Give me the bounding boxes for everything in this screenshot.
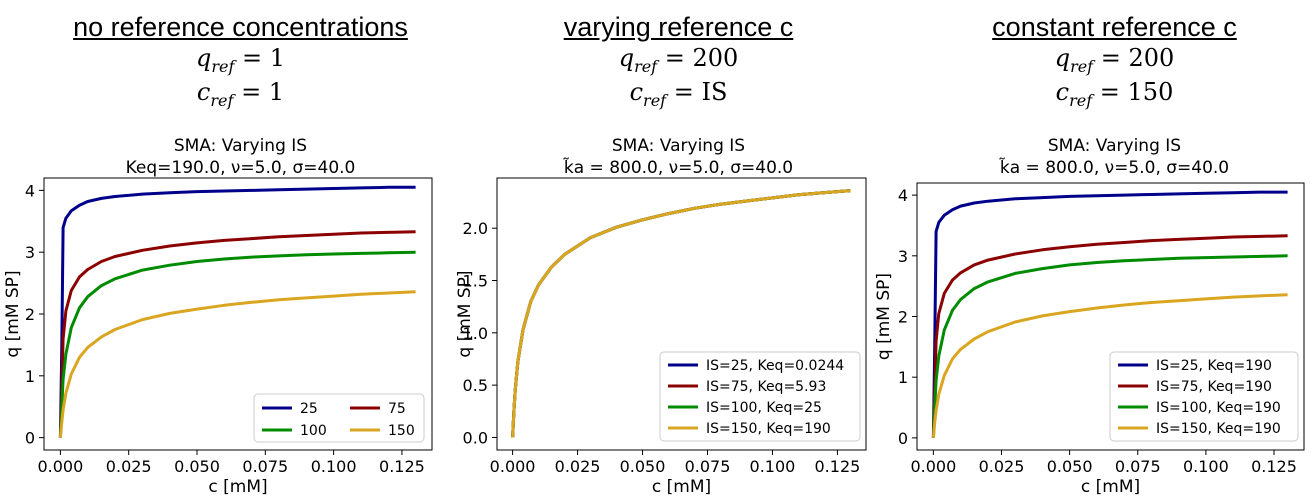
series-line-3 — [58, 250, 416, 438]
x-tick-label: 0.025 — [106, 457, 152, 476]
c-ref-formula: cref = 1 — [196, 78, 285, 110]
x-tick-label: 0.075 — [242, 457, 288, 476]
chart-title: SMA: Varying IS — [173, 136, 308, 156]
legend-label: 150 — [388, 423, 415, 439]
q-ref-formula: qref = 200 — [618, 44, 739, 76]
x-axis-label: c [mM] — [208, 477, 267, 497]
series-line-3 — [931, 254, 1288, 438]
chart-subtitle: k̃a = 800.0, ν=5.0, σ=40.0 — [563, 158, 794, 178]
plot-frame — [43, 177, 433, 451]
y-tick-label: 0.0 — [463, 428, 488, 447]
y-tick-label: 0 — [25, 429, 35, 448]
series-line-1 — [931, 190, 1288, 438]
y-tick-label: 2.0 — [463, 219, 488, 238]
q-ref-formula: qref = 1 — [195, 44, 286, 76]
panel-heading: no reference concentrations — [73, 12, 408, 42]
x-tick-label: 0.125 — [1251, 457, 1297, 476]
y-tick-label: 1 — [898, 368, 908, 387]
chart-title: SMA: Varying IS — [1047, 136, 1182, 156]
series-line-2 — [58, 230, 416, 438]
legend-label: IS=100, Keq=190 — [1156, 400, 1281, 416]
legend-box — [1109, 351, 1299, 442]
y-tick-label: 3 — [25, 243, 35, 262]
y-tick-label: 1.0 — [463, 324, 488, 343]
y-axis-label: q [mM SP] — [3, 270, 23, 357]
chart-title: SMA: Varying IS — [611, 136, 746, 156]
x-tick-label: 0.025 — [979, 457, 1025, 476]
y-tick-label: 2 — [898, 308, 908, 327]
y-tick-label: 0.5 — [463, 376, 488, 395]
x-axis-label: c [mM] — [652, 477, 711, 497]
x-axis-label: c [mM] — [1081, 477, 1140, 497]
chart-2: 0.000 0.025 0.050 0.075 0.100 0.125 0.0 0.5 1.0 1… — [455, 177, 867, 497]
panel-varying-reference: varying reference c qref = 200 cref = IS… — [460, 0, 897, 502]
y-tick-label: 1 — [25, 367, 35, 386]
legend-label: IS=25, Keq=0.0244 — [706, 358, 844, 374]
legend-label: 25 — [300, 401, 318, 417]
series-line-4 — [931, 293, 1288, 439]
y-tick-label: 2 — [25, 305, 35, 324]
q-ref-formula: qref = 200 — [1054, 44, 1175, 76]
chart-1: 0.000 0.025 0.050 0.075 0.100 0.125 0 1 2 3 4 c [mM… — [3, 177, 433, 497]
y-tick-label: 4 — [898, 186, 908, 205]
y-tick-label: 3 — [898, 247, 908, 266]
legend-label: IS=100, Keq=25 — [706, 400, 822, 416]
legend-label: IS=150, Keq=190 — [1156, 421, 1281, 437]
legend-label: IS=75, Keq=5.93 — [706, 379, 826, 395]
plot-frame — [916, 182, 1305, 451]
x-tick-label: 0.050 — [174, 457, 220, 476]
chart-3: 0.000 0.025 0.050 0.075 0.100 0.125 0 1 2 3 4 c [mM… — [874, 182, 1305, 497]
y-axis-label: q [mM SP] — [455, 270, 475, 357]
plot-frame — [496, 177, 867, 451]
series-line-4 — [58, 290, 416, 438]
legend-label: 100 — [300, 423, 327, 439]
y-axis-label: q [mM SP] — [874, 273, 894, 360]
x-tick-label: 0.125 — [379, 457, 425, 476]
series-line-1 — [58, 185, 416, 438]
series-line-2 — [931, 234, 1288, 438]
chart-subtitle: k̃a = 800.0, ν=5.0, σ=40.0 — [999, 158, 1230, 178]
legend-box — [659, 351, 861, 442]
panel-heading: constant reference c — [992, 12, 1237, 42]
legend-box — [253, 393, 425, 443]
c-ref-formula: cref = IS — [629, 78, 728, 110]
x-tick-label: 0.075 — [685, 457, 731, 476]
panel-constant-reference: constant reference c qref = 200 cref = 1… — [896, 0, 1312, 502]
legend: IS=25, Keq=190 IS=75, Keq=190 IS=100, Keq=… — [1109, 351, 1299, 442]
y-tick-label: 4 — [25, 181, 35, 200]
x-tick-label: 0.025 — [555, 457, 601, 476]
legend: 25 75 100 150 — [253, 393, 425, 443]
x-tick-label: 0.050 — [620, 457, 666, 476]
chart-subtitle: Keq=190.0, ν=5.0, σ=40.0 — [125, 158, 356, 178]
legend: IS=25, Keq=0.0244 IS=75, Keq=5.93 IS=100, … — [659, 351, 861, 442]
c-ref-formula: cref = 150 — [1055, 78, 1174, 110]
legend-label: IS=25, Keq=190 — [1156, 358, 1272, 374]
legend-label: 75 — [388, 401, 406, 417]
panel-heading: varying reference c — [563, 12, 794, 42]
x-tick-label: 0.075 — [1115, 457, 1161, 476]
x-tick-label: 0.000 — [490, 457, 536, 476]
x-tick-label: 0.100 — [311, 457, 357, 476]
panel-no-reference: no reference concentrations qref = 1 cre… — [22, 0, 459, 502]
y-tick-label: 0 — [898, 429, 908, 448]
x-tick-label: 0.000 — [910, 457, 956, 476]
x-tick-label: 0.100 — [1183, 457, 1229, 476]
legend-label: IS=150, Keq=190 — [706, 421, 831, 437]
x-tick-label: 0.125 — [815, 457, 861, 476]
x-tick-label: 0.000 — [37, 457, 83, 476]
series-line-4 — [511, 189, 851, 438]
x-tick-label: 0.100 — [750, 457, 796, 476]
x-tick-label: 0.050 — [1047, 457, 1093, 476]
legend-label: IS=75, Keq=190 — [1156, 379, 1272, 395]
y-tick-label: 1.5 — [463, 272, 488, 291]
